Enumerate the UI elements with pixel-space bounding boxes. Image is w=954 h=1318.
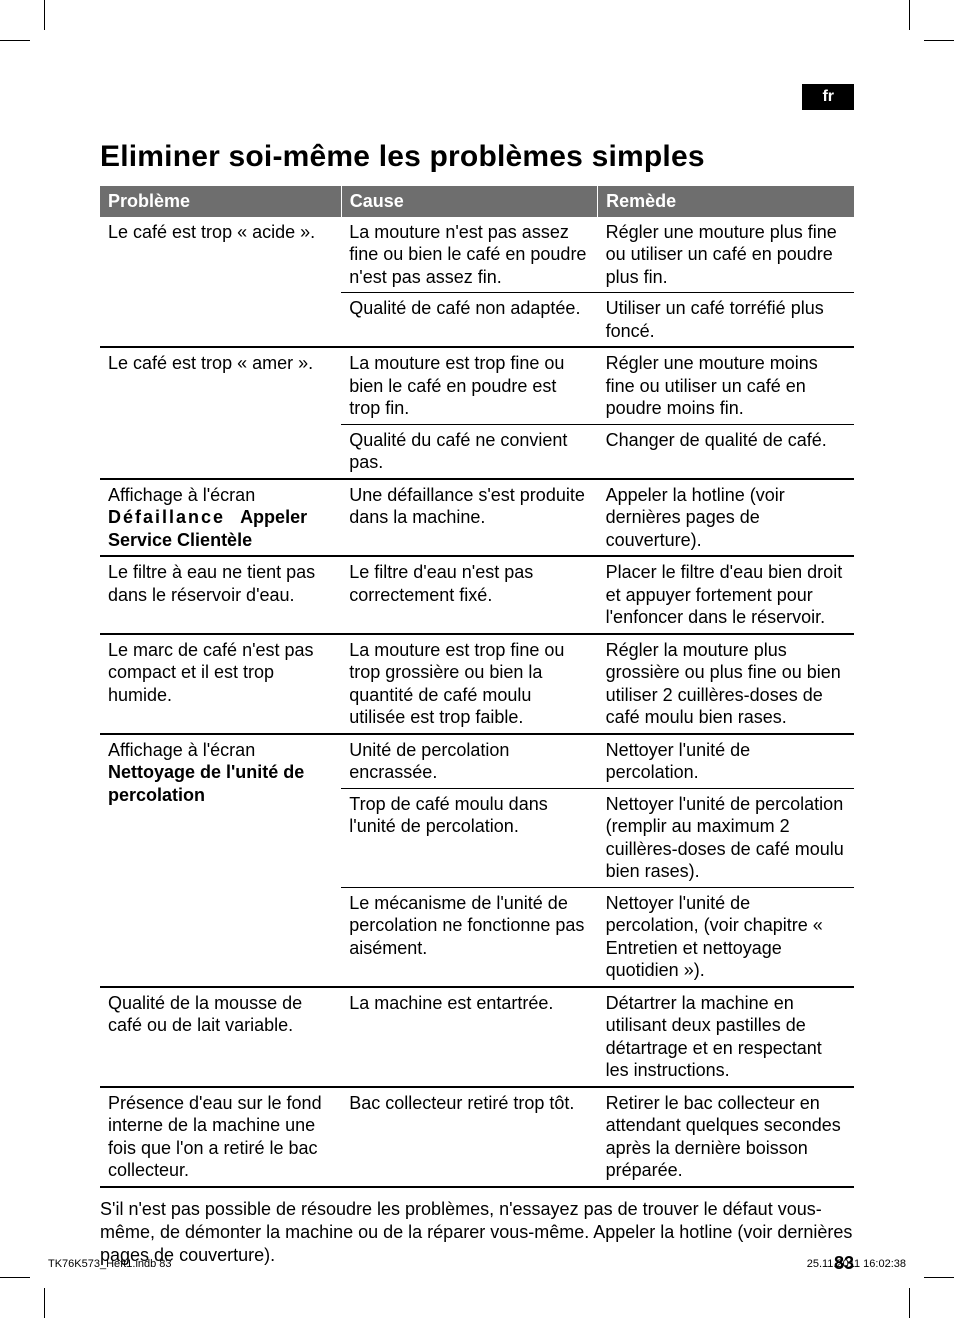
cell-problem: Qualité de la mousse de café ou de lait …: [100, 987, 341, 1087]
cell-cause: La mouture est trop fine ou bien le café…: [341, 347, 597, 424]
footer-left: TK76K573_Heft1.indb 83: [48, 1258, 172, 1270]
col-cause: Cause: [341, 186, 597, 217]
cell-remedy: Appeler la hotline (voir dernières pages…: [598, 479, 854, 557]
cell-cause: Le mécanisme de l'unité de percolation n…: [341, 887, 597, 987]
cell-problem: Affichage à l'écran Nettoyage de l'unité…: [100, 734, 341, 987]
cropmark: [909, 0, 910, 30]
col-remedy: Remède: [598, 186, 854, 217]
cropmark: [0, 40, 30, 41]
table-header-row: Problème Cause Remède: [100, 186, 854, 217]
cell-cause: Qualité de café non adaptée.: [341, 293, 597, 348]
cell-cause: Une défaillance s'est produite dans la m…: [341, 479, 597, 557]
cell-remedy: Détartrer la machine en utilisant deux p…: [598, 987, 854, 1087]
cell-problem: Le marc de café n'est pas compact et il …: [100, 634, 341, 734]
table-row: Affichage à l'écran Nettoyage de l'unité…: [100, 734, 854, 789]
cell-remedy: Régler une mouture plus fine ou utiliser…: [598, 217, 854, 293]
footer-right: 25.11.2011 16:02:38: [807, 1258, 906, 1270]
page-title: Eliminer soi-même les problèmes simples: [100, 140, 854, 174]
cell-cause: La mouture est trop fine ou trop grossiè…: [341, 634, 597, 734]
cell-problem: Affichage à l'écran Défaillance Appeler …: [100, 479, 341, 557]
text-bold: Défaillance: [108, 507, 225, 527]
table-row: Affichage à l'écran Défaillance Appeler …: [100, 479, 854, 557]
cell-cause: Trop de café moulu dans l'unité de perco…: [341, 788, 597, 887]
cropmark: [909, 1288, 910, 1318]
cell-remedy: Retirer le bac collecteur en attendant q…: [598, 1087, 854, 1187]
text-bold: Nettoyage de l'unité de percolation: [108, 762, 304, 805]
cropmark: [44, 0, 45, 30]
cell-remedy: Nettoyer l'unité de percolation, (voir c…: [598, 887, 854, 987]
troubleshooting-table: Problème Cause Remède Le café est trop «…: [100, 186, 854, 1188]
cell-cause: Qualité du café ne convient pas.: [341, 424, 597, 479]
cropmark: [924, 40, 954, 41]
cell-cause: La mouture n'est pas assez fine ou bien …: [341, 217, 597, 293]
text: Affichage à l'écran: [108, 485, 255, 505]
cropmark: [924, 1277, 954, 1278]
cell-remedy: Régler la mouture plus grossière ou plus…: [598, 634, 854, 734]
print-footer: TK76K573_Heft1.indb 83 25.11.2011 16:02:…: [48, 1258, 906, 1270]
cell-problem: Le café est trop « amer ».: [100, 347, 341, 479]
cell-problem: Le café est trop « acide ».: [100, 217, 341, 348]
table-row: Le café est trop « amer ». La mouture es…: [100, 347, 854, 424]
table-row: Le café est trop « acide ». La mouture n…: [100, 217, 854, 293]
cell-problem: Présence d'eau sur le fond interne de la…: [100, 1087, 341, 1187]
cell-remedy: Changer de qualité de café.: [598, 424, 854, 479]
cell-remedy: Placer le filtre d'eau bien droit et app…: [598, 556, 854, 634]
cell-cause: Bac collecteur retiré trop tôt.: [341, 1087, 597, 1187]
table-row: Le filtre à eau ne tient pas dans le rés…: [100, 556, 854, 634]
cell-remedy: Régler une mouture moins fine ou utilise…: [598, 347, 854, 424]
text: Affichage à l'écran: [108, 740, 255, 760]
table-row: Qualité de la mousse de café ou de lait …: [100, 987, 854, 1087]
cell-cause: Le filtre d'eau n'est pas correctement f…: [341, 556, 597, 634]
cell-remedy: Nettoyer l'unité de percola­tion (rempli…: [598, 788, 854, 887]
cropmark: [0, 1277, 30, 1278]
cell-cause: La machine est entartrée.: [341, 987, 597, 1087]
language-tab: fr: [802, 84, 854, 110]
table-row: Présence d'eau sur le fond interne de la…: [100, 1087, 854, 1187]
table-row: Le marc de café n'est pas compact et il …: [100, 634, 854, 734]
cropmark: [44, 1288, 45, 1318]
cell-problem: Le filtre à eau ne tient pas dans le rés…: [100, 556, 341, 634]
cell-remedy: Nettoyer l'unité de percolation.: [598, 734, 854, 789]
col-problem: Problème: [100, 186, 341, 217]
page-content: fr Eliminer soi-même les problèmes simpl…: [100, 70, 854, 1228]
cell-remedy: Utiliser un café torréfié plus foncé.: [598, 293, 854, 348]
cell-cause: Unité de percolation encrassée.: [341, 734, 597, 789]
